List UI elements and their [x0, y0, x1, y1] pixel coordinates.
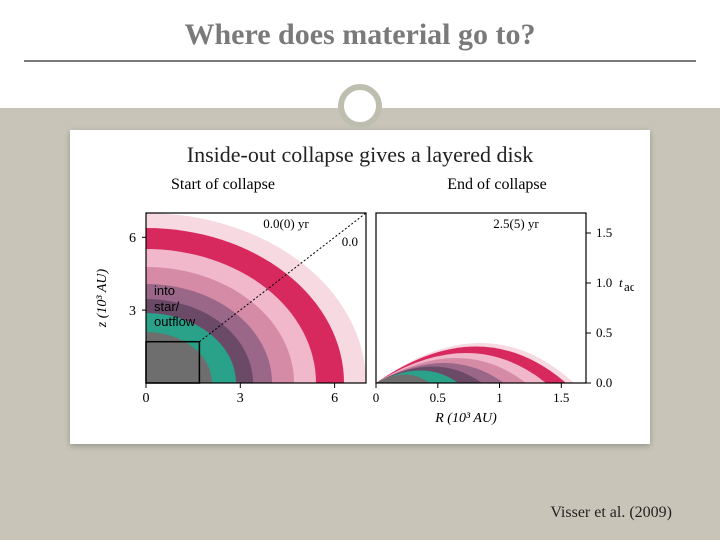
rxtick-2: 1: [496, 390, 503, 405]
left-tacc-val: 0.0: [342, 234, 358, 249]
right-panel: 0 0.5 1 1.5 0.0 0.5 1.0 1.5 t acc 2.5(5: [373, 213, 634, 405]
ytick-3: 3: [129, 304, 136, 319]
inset-annotation: into star/ outflow: [154, 283, 195, 330]
panel-labels: Start of collapse End of collapse: [86, 176, 634, 194]
tacc-05: 0.5: [596, 325, 612, 340]
y-axis-label: z (10³ AU): [95, 268, 110, 328]
page-title: Where does material go to?: [0, 18, 720, 52]
left-time-label: 0.0(0) yr: [263, 216, 309, 231]
rxtick-3: 1.5: [553, 390, 569, 405]
x-axis-label: R (10³ AU): [434, 411, 497, 426]
ytick-6: 6: [129, 231, 136, 246]
xtick-6: 6: [331, 391, 338, 406]
tacc-label-sub: acc: [624, 279, 634, 294]
left-panel-label: Start of collapse: [86, 176, 360, 194]
tacc-0: 0.0: [596, 375, 612, 390]
right-panel-label: End of collapse: [360, 176, 634, 194]
rxtick-0: 0: [373, 390, 380, 405]
subtitle: Inside-out collapse gives a layered disk: [86, 142, 634, 168]
chart-area: 3 6 0 3 6 0.0(0) yr 0.0: [86, 198, 634, 428]
citation: Visser et al. (2009): [550, 504, 672, 522]
tacc-10: 1.0: [596, 275, 612, 290]
left-panel: 3 6 0 3 6 0.0(0) yr 0.0: [86, 213, 366, 428]
xtick-0: 0: [143, 391, 150, 406]
title-underline: [24, 60, 696, 62]
tacc-15: 1.5: [596, 225, 612, 240]
content-card: Inside-out collapse gives a layered disk…: [70, 130, 650, 444]
rxtick-1: 0.5: [430, 390, 446, 405]
tacc-label: t: [619, 275, 623, 290]
xtick-3: 3: [237, 391, 244, 406]
decorative-ring-icon: [338, 84, 382, 128]
right-time-label: 2.5(5) yr: [493, 216, 539, 231]
